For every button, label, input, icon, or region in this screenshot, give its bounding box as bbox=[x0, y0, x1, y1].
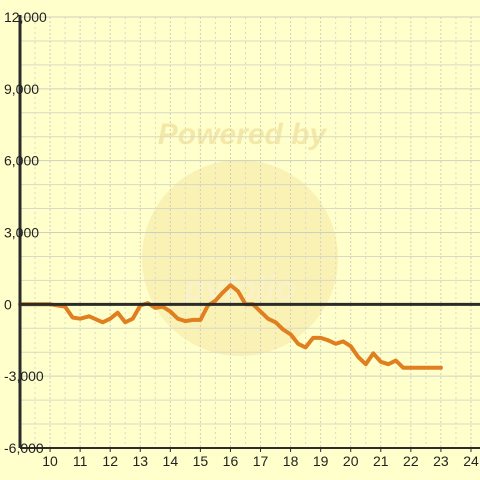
y-tick-label: 12,000 bbox=[4, 9, 47, 25]
x-tick-label: 21 bbox=[373, 453, 389, 469]
x-tick-label: 15 bbox=[193, 453, 209, 469]
y-tick-label: 9,000 bbox=[4, 81, 39, 97]
x-tick-label: 24 bbox=[463, 453, 479, 469]
y-tick-label: 0 bbox=[4, 296, 12, 312]
x-tick-label: 16 bbox=[223, 453, 239, 469]
y-tick-label: -3,000 bbox=[4, 368, 44, 384]
x-tick-label: 11 bbox=[73, 453, 88, 469]
x-tick-label: 20 bbox=[343, 453, 359, 469]
series-line bbox=[18, 283, 443, 370]
watermark-logo bbox=[142, 160, 338, 356]
axes bbox=[18, 15, 480, 452]
x-tick-label: 18 bbox=[283, 453, 299, 469]
x-tick-label: 12 bbox=[102, 453, 118, 469]
tick-labels: -6,000 -3,000 0 3,000 6,000 9,000 12,000 10 11 12… bbox=[4, 9, 479, 469]
watermark-bottom-text: pyfolio bbox=[183, 270, 295, 308]
series-layer bbox=[18, 283, 443, 370]
x-tick-label: 17 bbox=[253, 453, 269, 469]
x-tick-label: 14 bbox=[163, 453, 179, 469]
x-tick-label: 19 bbox=[313, 453, 329, 469]
x-tick-label: 23 bbox=[433, 453, 449, 469]
y-tick-label: 3,000 bbox=[4, 225, 39, 241]
x-tick-label: 10 bbox=[42, 453, 58, 469]
y-tick-label: -6,000 bbox=[4, 440, 44, 456]
x-tick-label: 13 bbox=[132, 453, 148, 469]
y-tick-label: 6,000 bbox=[4, 153, 39, 169]
grid bbox=[20, 16, 480, 449]
x-tick-label: 22 bbox=[403, 453, 419, 469]
watermark-top-text: Powered by bbox=[158, 118, 328, 151]
